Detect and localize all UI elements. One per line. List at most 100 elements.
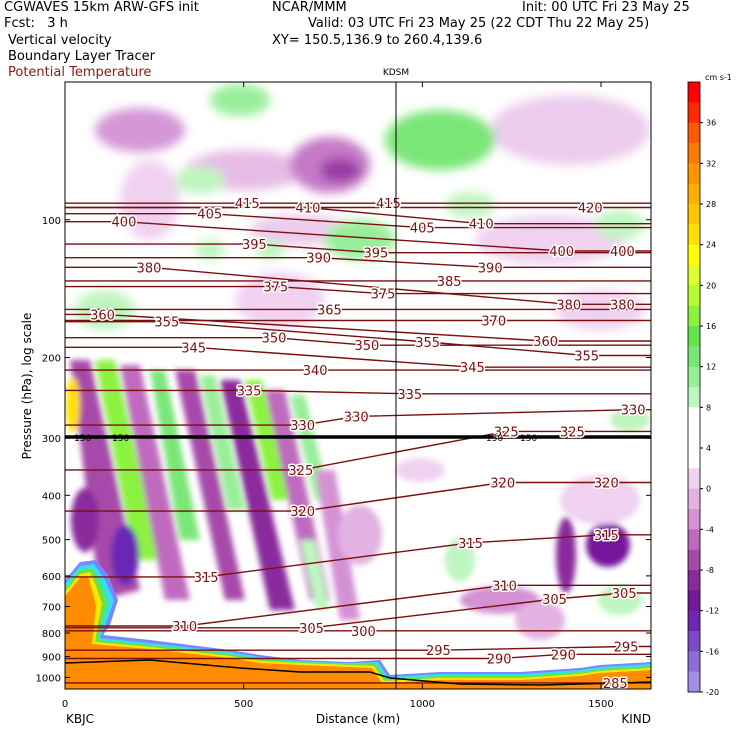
upper-ascent-cell: [385, 110, 495, 170]
theta-label: 335: [397, 388, 422, 403]
theta-contour: [65, 321, 651, 357]
theta-contour: [65, 313, 651, 342]
theta-label: 380: [610, 298, 635, 313]
theta-label: 310: [172, 620, 197, 635]
theta-label: 350: [355, 339, 380, 354]
colorbar-swatch: [688, 285, 700, 307]
lower-descent-cell: [586, 523, 630, 567]
x-tick-label: 1000: [410, 699, 435, 710]
y-tick-label: 500: [42, 536, 61, 547]
colorbar-swatch: [688, 183, 700, 205]
theta-label: 415: [376, 197, 401, 212]
colorbar-swatch: [688, 244, 700, 266]
theta-label: 325: [494, 425, 519, 440]
upper-subsidence-cell: [95, 108, 185, 152]
y-tick-label: 900: [42, 652, 61, 663]
colorbar-swatch: [688, 448, 700, 469]
theta-label: 355: [154, 316, 179, 331]
valid-time: Valid: 03 UTC Fri 23 May 25 (22 CDT Thu …: [308, 16, 650, 31]
theta-label: 290: [487, 652, 512, 667]
colorbar-swatch: [688, 407, 700, 429]
colorbar-label: 8: [706, 403, 711, 412]
colorbar-swatch: [688, 305, 700, 327]
y-tick-label: 400: [42, 491, 61, 502]
theta-label: 320: [490, 476, 515, 491]
colorbar-swatch: [688, 488, 700, 510]
upper-ascent-cell: [595, 210, 645, 240]
theta-label: 380: [137, 261, 162, 276]
y-tick-label: 1000: [36, 673, 61, 684]
theta-contour: [65, 534, 651, 578]
theta-label: 330: [621, 404, 646, 419]
upper-subsidence-cell: [320, 158, 360, 182]
upper-subsidence-cell: [250, 214, 350, 246]
wave-band-descent: [120, 365, 190, 600]
colorbar-units: cm s-1: [705, 73, 732, 82]
theta-label: 315: [594, 529, 619, 544]
y-tick-label: 800: [42, 629, 61, 640]
colorbar-swatch: [688, 651, 700, 673]
theta-contour: [65, 653, 651, 660]
lower-descent-cell: [560, 475, 640, 525]
theta-label: 350: [262, 332, 287, 347]
theta-label: 330: [344, 410, 369, 425]
colorbar-label: 24: [706, 241, 716, 250]
x-axis-label: Distance (km): [316, 712, 400, 726]
y-tick-label: 100: [42, 216, 61, 227]
wave-band-ascent: [95, 360, 160, 560]
colorbar: 36 32 28 24 20 16 12 8 4 0 -4 -8 -12 -16 -20: [687, 81, 719, 697]
theta-label: 360: [533, 335, 558, 350]
upper-ascent-cell: [445, 192, 495, 218]
theta-label: 415: [235, 197, 260, 212]
tropopause-label: 150: [520, 434, 537, 444]
colorbar-label: -16: [706, 647, 719, 656]
x-tick-label: 1500: [588, 699, 613, 710]
colorbar-frame: [687, 81, 701, 693]
model-title: CGWAVES 15km ARW-GFS init: [4, 0, 199, 15]
colorbar-swatch: [688, 326, 700, 347]
theta-label: 420: [578, 201, 603, 216]
theta-label: 355: [574, 350, 599, 365]
theta-label: 405: [197, 208, 222, 223]
y-tick-label: 200: [42, 354, 61, 365]
theta-contour: [65, 645, 651, 651]
theta-label: 380: [556, 298, 581, 313]
theta-label: 400: [549, 245, 574, 260]
wave-band-descent: [71, 488, 99, 552]
upper-ascent-cell: [195, 240, 225, 260]
colorbar-swatch: [688, 529, 700, 551]
potential-temperature-contours: [65, 202, 651, 684]
theta-label: 410: [469, 218, 494, 233]
terrain-contour: [65, 659, 651, 686]
theta-label: 365: [317, 303, 342, 318]
theta-label: 310: [492, 579, 517, 594]
theta-label: 395: [363, 247, 388, 262]
theta-label: 325: [560, 425, 585, 440]
theta-label: 355: [415, 336, 440, 351]
colorbar-label: 12: [706, 363, 716, 372]
lower-ascent-cell: [445, 538, 475, 582]
theta-contour: [65, 266, 651, 305]
cross-section-endpoints: XY= 150.5,136.9 to 260.4,139.6: [272, 33, 483, 48]
station-label-kdsm: KDSM: [383, 68, 409, 78]
theta-label: 290: [551, 648, 576, 663]
end-station-label: KIND: [621, 712, 651, 726]
field-boundary-layer-tracer: Boundary Layer Tracer: [8, 49, 155, 64]
lower-descent-cell: [515, 600, 565, 640]
theta-label: 335: [237, 384, 262, 399]
theta-contour: [65, 243, 651, 254]
theta-label: 375: [263, 281, 288, 296]
theta-label: 300: [351, 625, 376, 640]
theta-label: 320: [290, 505, 315, 520]
theta-contour: [65, 346, 651, 368]
wave-band-ascent: [150, 370, 200, 540]
theta-label: 315: [194, 571, 219, 586]
colorbar-label: -8: [706, 566, 714, 575]
theta-label: 385: [437, 275, 462, 290]
colorbar-swatch: [688, 427, 700, 449]
colorbar-swatch: [688, 590, 700, 612]
plot-frame: [64, 81, 652, 690]
colorbar-swatch: [688, 549, 700, 571]
colorbar-label: -20: [706, 688, 719, 697]
